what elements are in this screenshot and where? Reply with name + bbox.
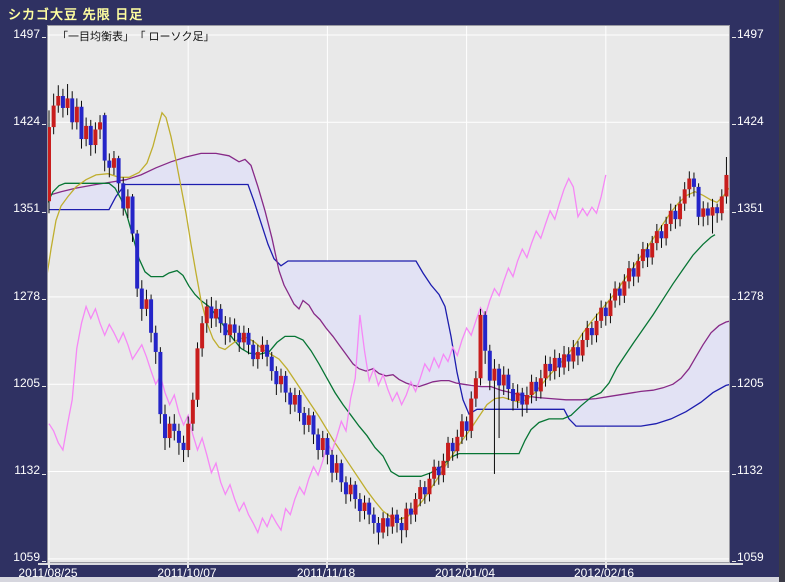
axis-tick [42, 474, 46, 475]
y-axis-label-right: 1497 [737, 27, 764, 41]
axis-tick [42, 386, 46, 387]
y-axis-label-left: 1424 [13, 114, 40, 128]
axis-tick [42, 124, 46, 125]
axis-tick [605, 560, 607, 568]
legend-candlestick-label: 「 ローソク足」 [140, 31, 215, 43]
axis-tick [732, 474, 736, 475]
axis-tick [732, 212, 736, 213]
y-axis-label-left: 1351 [13, 201, 40, 215]
x-axis-line [38, 563, 743, 565]
x-axis-label: 2012/01/04 [434, 566, 496, 580]
axis-tick [42, 212, 46, 213]
axis-tick [466, 560, 468, 568]
y-axis-label-right: 1132 [737, 463, 763, 477]
axis-tick [732, 299, 736, 300]
chart-legend: 「一目均衡表」「 ローソク足」 [57, 28, 221, 44]
y-axis-label-left: 1132 [14, 463, 40, 477]
y-axis-label-left: 1278 [13, 289, 40, 303]
axis-tick [326, 560, 328, 568]
axis-tick [48, 560, 50, 568]
x-axis-label: 2012/02/16 [573, 566, 635, 580]
axis-tick [42, 37, 46, 38]
candlestick-ichimoku-chart [48, 26, 729, 562]
price-chart-plot-area[interactable]: 「一目均衡表」「 ローソク足」 [47, 25, 730, 563]
axis-tick [732, 37, 736, 38]
y-axis-label-right: 1205 [737, 376, 764, 390]
window-right-edge [779, 0, 785, 582]
y-axis-label-left: 1497 [13, 27, 40, 41]
window-bottom-edge [0, 577, 785, 582]
y-axis-label-left: 1205 [13, 376, 40, 390]
x-axis-label: 2011/11/18 [296, 566, 356, 580]
x-axis-label: 2011/10/07 [157, 566, 217, 580]
axis-tick [187, 560, 189, 568]
y-axis-label-right: 1351 [737, 201, 764, 215]
chart-title: シカゴ大豆 先限 日足 [8, 7, 144, 22]
y-axis-label-right: 1424 [737, 114, 764, 128]
y-axis-label-right: 1059 [737, 550, 764, 564]
axis-tick [42, 299, 46, 300]
y-axis-label-left: 1059 [13, 550, 40, 564]
legend-ichimoku-label: 「一目均衡表」 [57, 31, 134, 43]
x-axis-label: 2011/08/25 [18, 566, 78, 580]
axis-tick [732, 124, 736, 125]
axis-tick [42, 561, 46, 562]
y-axis-label-right: 1278 [737, 289, 764, 303]
axis-tick [732, 561, 736, 562]
axis-tick [732, 386, 736, 387]
